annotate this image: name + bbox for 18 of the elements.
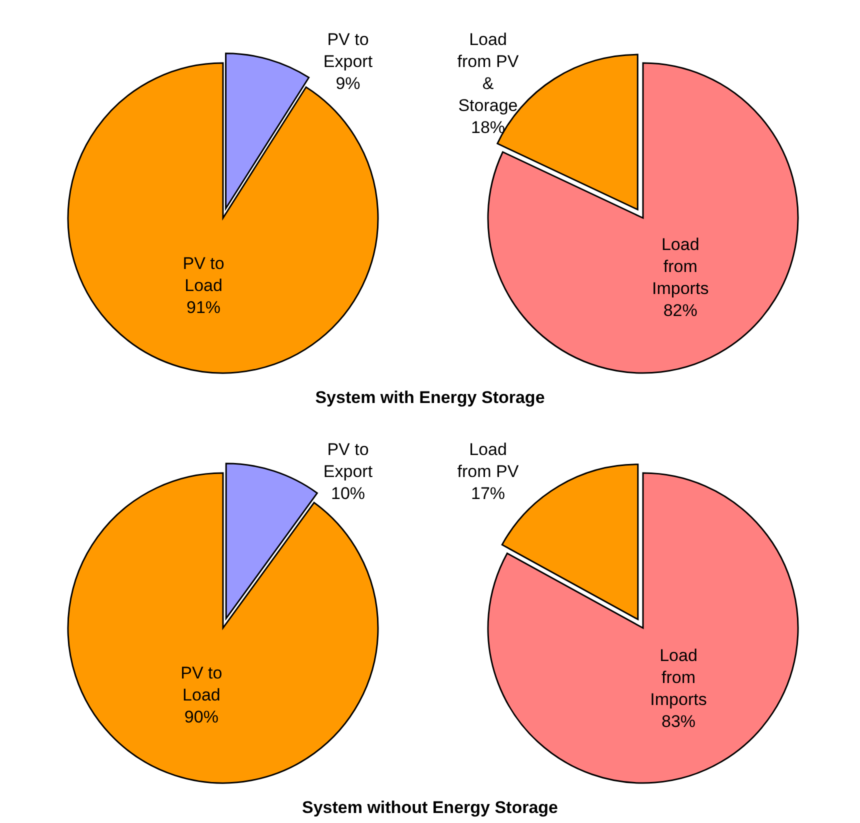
slice-label: PV to Export <box>323 30 373 71</box>
data-label: 10% <box>330 484 366 503</box>
data-label: 90% <box>184 707 218 726</box>
slice-label: Load from PV <box>457 440 520 481</box>
slice-label: PV to Load <box>180 663 222 704</box>
text: System with Energy Storage <box>314 388 546 409</box>
data-label: 17% <box>470 484 506 503</box>
slice-label: PV to Export <box>323 440 373 481</box>
data-label: 83% <box>661 712 696 731</box>
slice-label: Load from Imports <box>650 646 707 709</box>
data-label: 18% <box>470 118 506 137</box>
slice-label: PV to Load <box>182 254 224 295</box>
data-label: 82% <box>663 300 698 320</box>
slice-label: Load from PV & Storage <box>457 30 520 115</box>
slice-label: Load from Imports <box>652 234 709 298</box>
data-label: 9% <box>336 74 360 93</box>
data-label: 91% <box>186 298 221 317</box>
text: System without Energy Storage <box>301 798 559 819</box>
